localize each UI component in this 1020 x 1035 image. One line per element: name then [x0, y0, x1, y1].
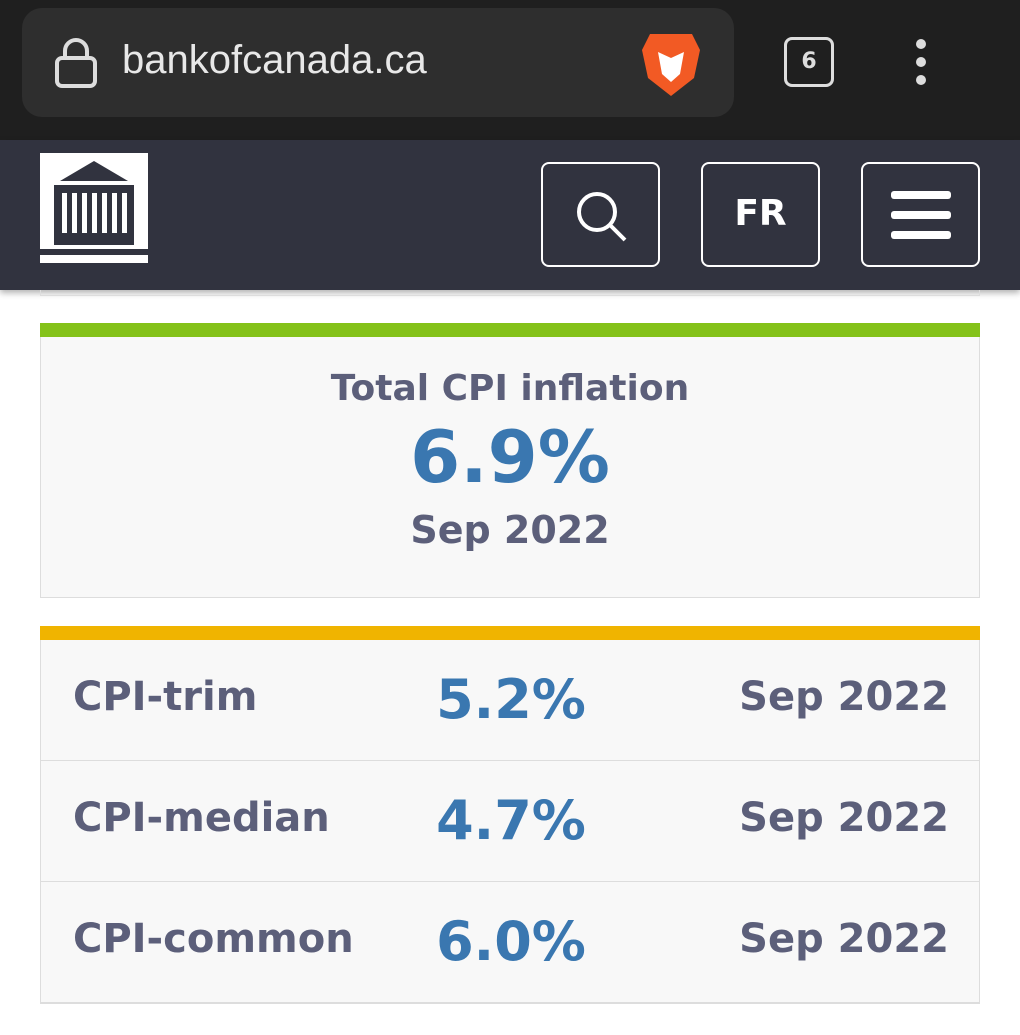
measure-name: CPI-trim [73, 674, 258, 720]
hamburger-icon [891, 191, 951, 239]
total-value: 6.9% [410, 415, 610, 499]
measure-value: 4.7% [436, 789, 586, 852]
green-bar [40, 323, 980, 337]
total-date: Sep 2022 [410, 508, 610, 552]
measure-date: Sep 2022 [739, 674, 949, 720]
url[interactable]: bankofcanada.ca [122, 38, 427, 82]
yellow-bar [40, 626, 980, 640]
table-row: CPI-median 4.7% Sep 2022 [41, 761, 979, 882]
menu-button[interactable] [861, 162, 980, 267]
address-bar[interactable] [22, 8, 734, 117]
search-button[interactable] [541, 162, 660, 267]
total-title: Total CPI inflation [330, 368, 690, 409]
measure-date: Sep 2022 [739, 795, 949, 841]
measure-date: Sep 2022 [739, 916, 949, 962]
brave-icon[interactable] [640, 28, 702, 98]
previous-card-edge [40, 290, 980, 296]
measure-value: 5.2% [436, 668, 586, 731]
language-button[interactable]: FR [701, 162, 820, 267]
tab-count[interactable]: 6 [784, 37, 834, 87]
measure-name: CPI-median [73, 795, 330, 841]
logo[interactable] [40, 153, 148, 263]
measure-name: CPI-common [73, 916, 354, 962]
lock-icon [55, 38, 97, 88]
site-header [0, 140, 1020, 290]
menu-dots[interactable] [910, 38, 932, 88]
measure-value: 6.0% [436, 910, 586, 973]
search-icon [577, 192, 627, 242]
table-row: CPI-trim 5.2% Sep 2022 [41, 640, 979, 761]
total-card [40, 337, 980, 598]
measures-table: CPI-trim 5.2% Sep 2022 CPI-median 4.7% Sep 20… [40, 640, 980, 1004]
table-row: CPI-common 6.0% Sep 2022 [41, 882, 979, 1003]
